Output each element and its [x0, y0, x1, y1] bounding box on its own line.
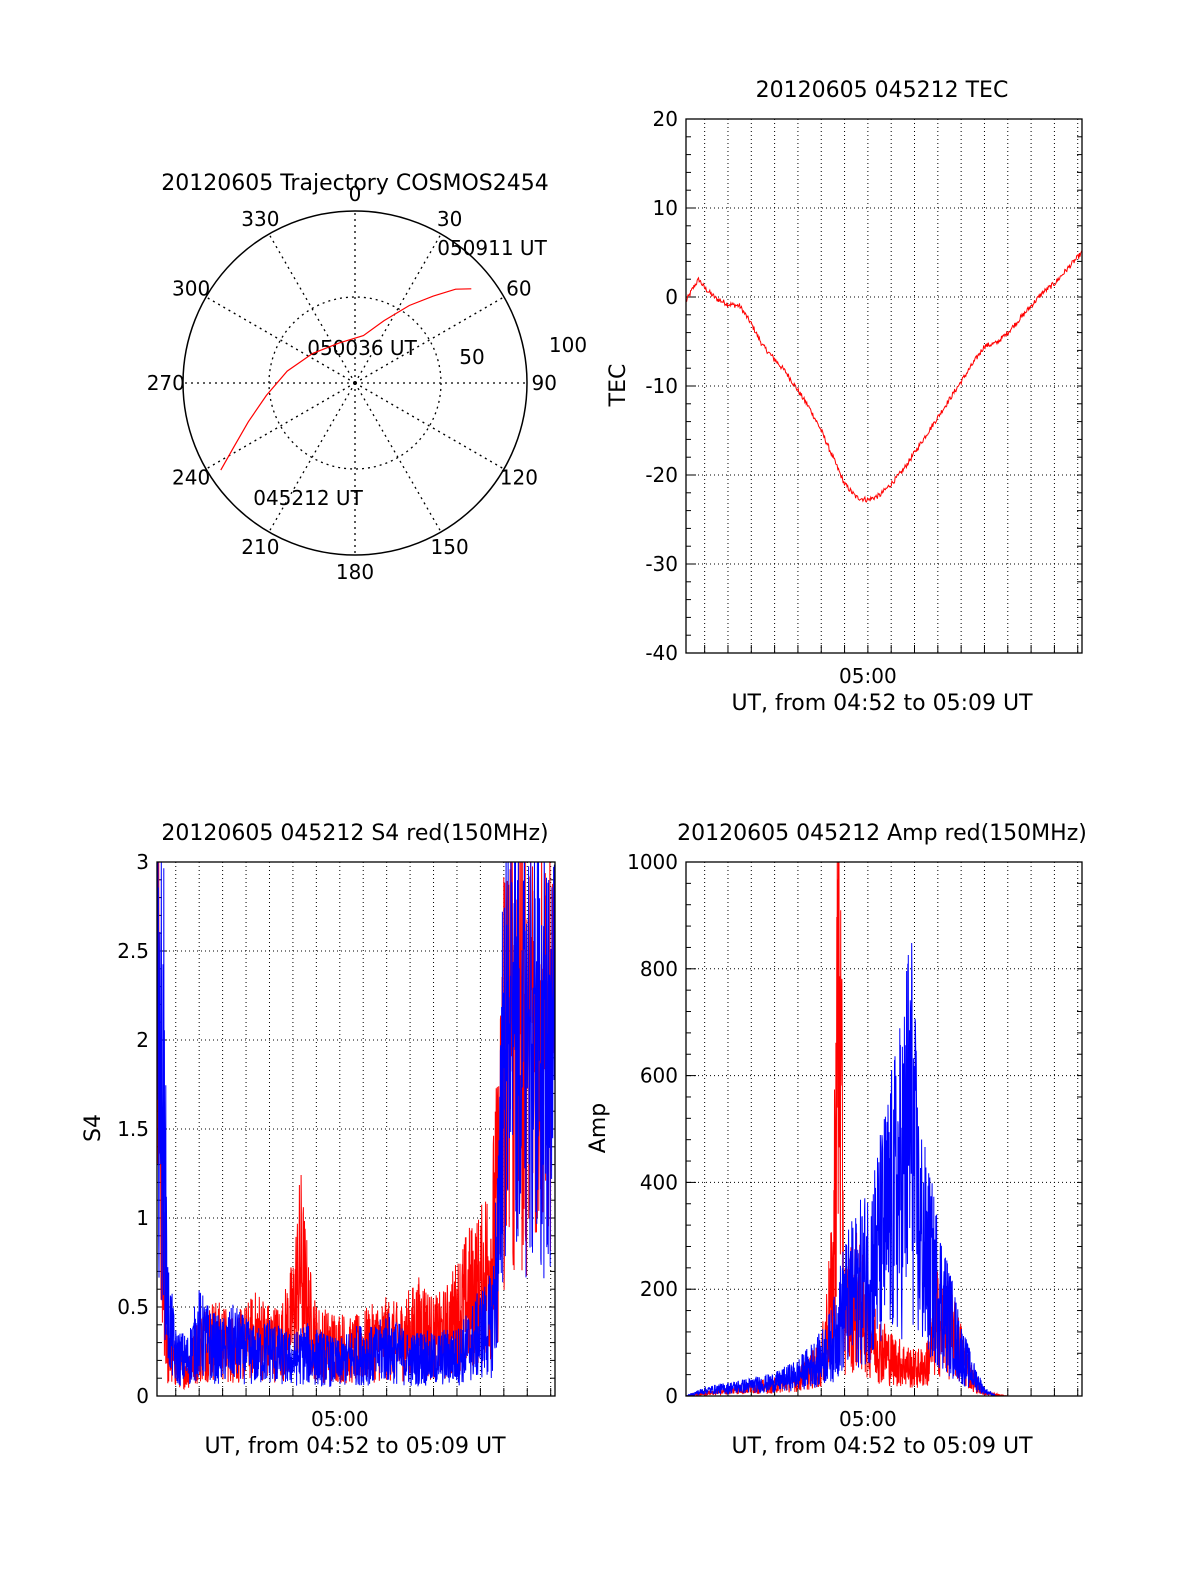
polar-spoke: [354, 382, 505, 470]
s4-panel: 20120605 045212 S4 red(150MHz) UT, from …: [81, 821, 556, 1459]
tec-title: 20120605 045212 TEC: [756, 78, 1009, 103]
tec-xlabel: UT, from 04:52 to 05:09 UT: [731, 691, 1033, 716]
polar-radius-label: 100: [549, 333, 587, 357]
polar-spoke: [205, 296, 356, 384]
x-tick-label: 05:00: [839, 1407, 897, 1431]
s4-ylabel: S4: [81, 1114, 106, 1142]
polar-angle-label: 210: [241, 535, 279, 559]
y-tick-label: -10: [645, 374, 678, 398]
polar-spoke: [354, 233, 442, 384]
polar-angle-label: 240: [172, 466, 210, 490]
y-tick-label: 0: [665, 285, 678, 309]
trajectory-time-label: 050036 UT: [307, 336, 417, 360]
polar-angle-label: 120: [500, 466, 538, 490]
y-tick-label: 200: [640, 1277, 678, 1301]
y-tick-label: 600: [640, 1064, 678, 1088]
plot-frame: [156, 861, 556, 1397]
y-tick-label: 3: [136, 850, 149, 874]
red-series-line: [686, 250, 1082, 503]
polar-angle-label: 270: [147, 371, 185, 395]
trajectory-title: 20120605 Trajectory COSMOS2454: [161, 171, 548, 196]
polar-angle-label: 180: [336, 560, 374, 584]
amp-xlabel: UT, from 04:52 to 05:09 UT: [731, 1434, 1033, 1459]
y-tick-label: 1.5: [117, 1117, 149, 1141]
y-tick-label: 0.5: [117, 1295, 149, 1319]
y-tick-label: 0: [665, 1384, 678, 1408]
s4-title: 20120605 045212 S4 red(150MHz): [161, 821, 548, 846]
blue-series-line: [686, 942, 1082, 1396]
y-tick-label: 2: [136, 1028, 149, 1052]
blue-series-line: [157, 862, 555, 1387]
trajectory-line: [220, 288, 472, 471]
polar-angle-label: 30: [437, 207, 462, 231]
y-tick-label: -20: [645, 463, 678, 487]
y-tick-label: 0: [136, 1384, 149, 1408]
red-series-line: [686, 862, 1082, 1396]
tec-panel: 20120605 045212 TEC UT, from 04:52 to 05…: [606, 78, 1083, 716]
y-tick-label: -40: [645, 641, 678, 665]
polar-angle-label: 0: [349, 182, 362, 206]
plot-frame: [685, 861, 1083, 1397]
polar-outer-ring: [182, 210, 528, 556]
tec-ylabel: TEC: [606, 364, 631, 408]
polar-angle-label: 330: [241, 207, 279, 231]
trajectory-time-label: 045212 UT: [253, 486, 363, 510]
polar-angle-label: 300: [172, 276, 210, 300]
trajectory-time-label: 050911 UT: [437, 236, 547, 260]
y-tick-label: 400: [640, 1170, 678, 1194]
polar-radius-label: 50: [459, 345, 484, 369]
y-tick-label: 800: [640, 957, 678, 981]
polar-spoke: [268, 233, 356, 384]
y-tick-label: 1000: [627, 850, 678, 874]
x-tick-label: 05:00: [311, 1407, 369, 1431]
trajectory-polar-plot: 20120605 Trajectory COSMOS2454 0 30 60 90 12…: [147, 171, 587, 584]
y-tick-label: 20: [653, 107, 678, 131]
polar-angle-label: 90: [531, 371, 556, 395]
s4-xlabel: UT, from 04:52 to 05:09 UT: [204, 1434, 506, 1459]
y-tick-label: -30: [645, 552, 678, 576]
amp-title: 20120605 045212 Amp red(150MHz): [677, 821, 1087, 846]
amp-ylabel: Amp: [586, 1103, 611, 1153]
polar-spoke: [268, 382, 356, 533]
polar-angle-label: 60: [506, 276, 531, 300]
polar-angle-label: 150: [431, 535, 469, 559]
y-tick-label: 10: [653, 196, 678, 220]
plot-frame: [685, 118, 1083, 654]
y-tick-label: 1: [136, 1206, 149, 1230]
polar-spoke: [354, 296, 505, 384]
polar-spoke: [354, 382, 442, 533]
x-tick-label: 05:00: [839, 664, 897, 688]
y-tick-label: 2.5: [117, 939, 149, 963]
polar-spoke: [205, 382, 356, 470]
amp-panel: 20120605 045212 Amp red(150MHz) UT, from…: [586, 821, 1087, 1459]
